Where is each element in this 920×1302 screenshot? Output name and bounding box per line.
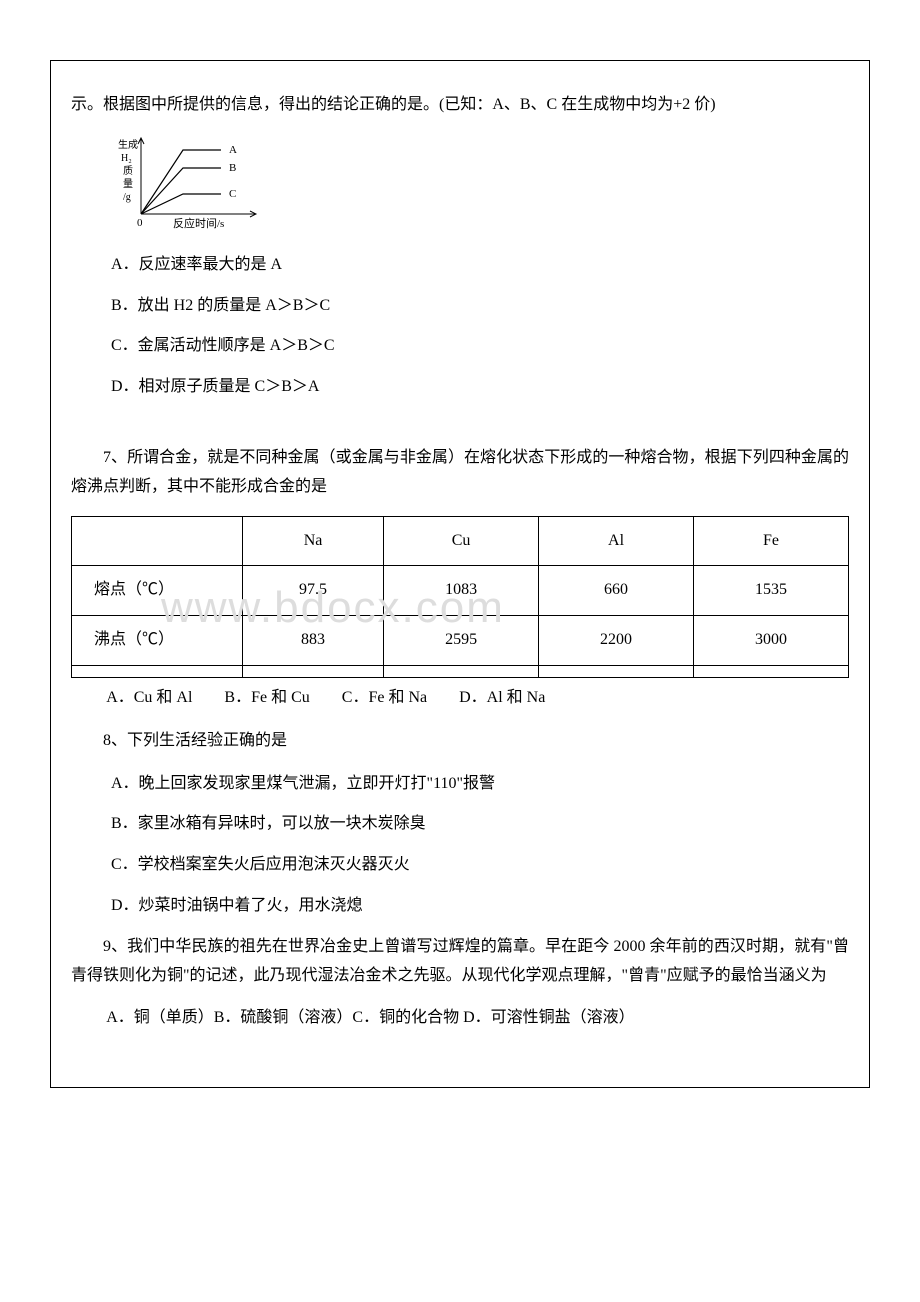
chart-yl4: /g [123,192,131,203]
q7-table-wrap: www.bdocx.com Na Cu Al Fe 熔点（℃） 97.5 108… [71,516,849,678]
q-cont-choice-d: D．相对原子质量是 C＞B＞A [111,373,849,402]
q9-stem: 9、我们中华民族的祖先在世界冶金史上曾谱写过辉煌的篇章。早在距今 2000 余年… [71,933,849,991]
cell: 883 [242,616,383,666]
q9-choices: A．铜（单质）B．硫酸铜（溶液）C．铜的化合物 D．可溶性铜盐（溶液） [106,1004,849,1033]
cell: 2200 [539,616,694,666]
q8-choice-a: A．晚上回家发现家里煤气泄漏，立即开灯打"110"报警 [111,770,849,799]
series-c-label: C [229,188,236,200]
cell: 3000 [694,616,849,666]
q-cont-text: 示。根据图中所提供的信息，得出的结论正确的是。(已知：A、B、C 在生成物中均为… [71,91,849,120]
chart-yl1: H₂ [121,153,132,164]
col-fe: Fe [694,516,849,566]
cell: 1535 [694,566,849,616]
cell: 660 [539,566,694,616]
cell: 2595 [384,616,539,666]
table-row: 熔点（℃） 97.5 1083 660 1535 [72,566,849,616]
chart-yl0: 生成 [118,138,138,151]
cell: 97.5 [242,566,383,616]
col-na: Na [242,516,383,566]
q-cont-choice-c: C．金属活动性顺序是 A＞B＞C [111,332,849,361]
chart-xlabel: 反应时间/s [173,216,224,229]
table-row: 沸点（℃） 883 2595 2200 3000 [72,616,849,666]
document-page: 示。根据图中所提供的信息，得出的结论正确的是。(已知：A、B、C 在生成物中均为… [50,60,870,1088]
table-header-row: Na Cu Al Fe [72,516,849,566]
q-cont-choice-b: B．放出 H2 的质量是 A＞B＞C [111,292,849,321]
cell: 1083 [384,566,539,616]
h2-chart: A B C 0 反应时间/s 生成 H₂ 质 量 /g [111,134,849,229]
svg-text:0: 0 [137,217,143,229]
q-cont-choice-a: A．反应速率最大的是 A [111,251,849,280]
q8-choice-d: D．炒菜时油锅中着了火，用水浇熄 [111,892,849,921]
q7-choice-d: D．Al 和 Na [459,684,545,713]
row-hdr-mp: 熔点（℃） [72,566,243,616]
series-b-label: B [229,162,236,174]
q7-choice-c: C．Fe 和 Na [342,684,427,713]
q7-choice-b: B．Fe 和 Cu [224,684,309,713]
row-hdr-bp: 沸点（℃） [72,616,243,666]
q7-choice-a: A．Cu 和 Al [106,684,192,713]
chart-yl2: 质 [123,165,133,177]
q7-stem: 7、所谓合金，就是不同种金属（或金属与非金属）在熔化状态下形成的一种熔合物，根据… [71,444,849,502]
q7-table: Na Cu Al Fe 熔点（℃） 97.5 1083 660 1535 沸点（… [71,516,849,678]
col-cu: Cu [384,516,539,566]
table-spacer-row [72,665,849,677]
q8-choice-b: B．家里冰箱有异味时，可以放一块木炭除臭 [111,810,849,839]
chart-yl3: 量 [123,178,133,190]
q8-choice-c: C．学校档案室失火后应用泡沫灭火器灭火 [111,851,849,880]
series-a-label: A [229,144,237,156]
chart-svg: A B C 0 反应时间/s 生成 H₂ 质 量 /g [111,134,281,229]
q8-stem: 8、下列生活经验正确的是 [71,727,849,756]
col-al: Al [539,516,694,566]
q7-choices: A．Cu 和 Al B．Fe 和 Cu C．Fe 和 Na D．Al 和 Na [106,684,849,713]
